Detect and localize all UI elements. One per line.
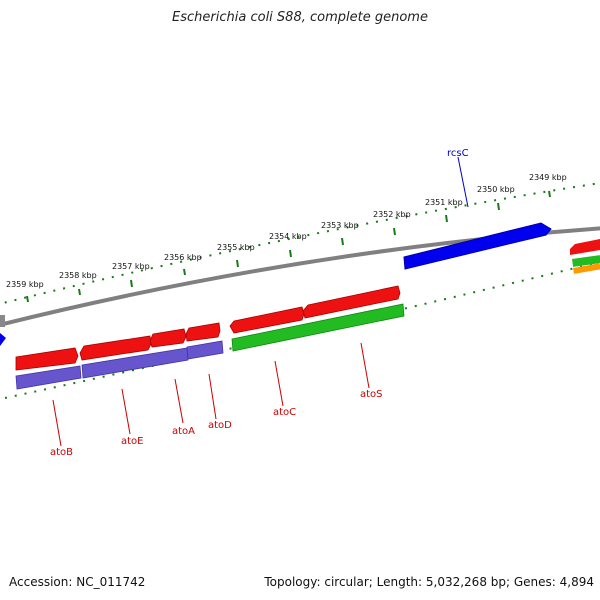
gene-right-orange (573, 263, 600, 274)
gene-label-rcsC: rcsC (447, 148, 469, 159)
gene-label-atoB: atoB (50, 447, 73, 458)
gene-label-atoS: atoS (360, 389, 383, 400)
tick-label-2354: 2354 kbp (269, 232, 307, 241)
outer-ruler (0, 182, 600, 305)
accession-label: Accession: NC_011742 (9, 575, 146, 589)
tick-label-2350: 2350 kbp (477, 185, 515, 194)
gene-right-green (572, 255, 600, 267)
protein-atoA-atoD (186, 340, 224, 360)
cds-atoS (302, 285, 401, 319)
rna-atoC-atoS (231, 303, 405, 352)
gene-rcsC (403, 222, 552, 270)
gene-label-atoA: atoA (172, 426, 195, 437)
ruler-major-ticks (26, 190, 551, 303)
cds-red-row (15, 285, 401, 371)
edge-gene-fragment-gray (0, 315, 5, 327)
label-leaders (52, 156, 469, 447)
tick-label-2357: 2357 kbp (112, 262, 150, 271)
tick-label-2356: 2356 kbp (164, 253, 202, 262)
tick-label-2355: 2355 kbp (217, 243, 255, 252)
tick-label-2352: 2352 kbp (373, 210, 411, 219)
tick-label-2359: 2359 kbp (6, 280, 44, 289)
cds-atoE (79, 335, 152, 361)
cds-atoD (185, 322, 221, 342)
tick-label-2349: 2349 kbp (529, 173, 567, 182)
cds-atoC (229, 306, 305, 334)
tick-label-2351: 2351 kbp (425, 198, 463, 207)
gene-label-atoE: atoE (121, 436, 144, 447)
rna-green-row (231, 303, 405, 352)
edge-gene-fragment-blue (0, 333, 6, 346)
ruler-tick-labels: 2359 kbp 2358 kbp 2357 kbp 2356 kbp 2355… (6, 173, 567, 289)
gene-label-atoC: atoC (273, 407, 296, 418)
protein-atoE (81, 347, 189, 379)
protein-atoB (15, 365, 82, 390)
gene-right-red (570, 239, 600, 255)
genome-summary: Topology: circular; Length: 5,032,268 bp… (264, 575, 594, 589)
tick-label-2353: 2353 kbp (321, 221, 359, 230)
protein-purple-row (15, 340, 224, 390)
tick-label-2358: 2358 kbp (59, 271, 97, 280)
cds-atoA (149, 328, 187, 348)
map-title: Escherichia coli S88, complete genome (172, 10, 428, 25)
cds-atoB (15, 347, 79, 371)
gene-label-atoD: atoD (208, 420, 232, 431)
